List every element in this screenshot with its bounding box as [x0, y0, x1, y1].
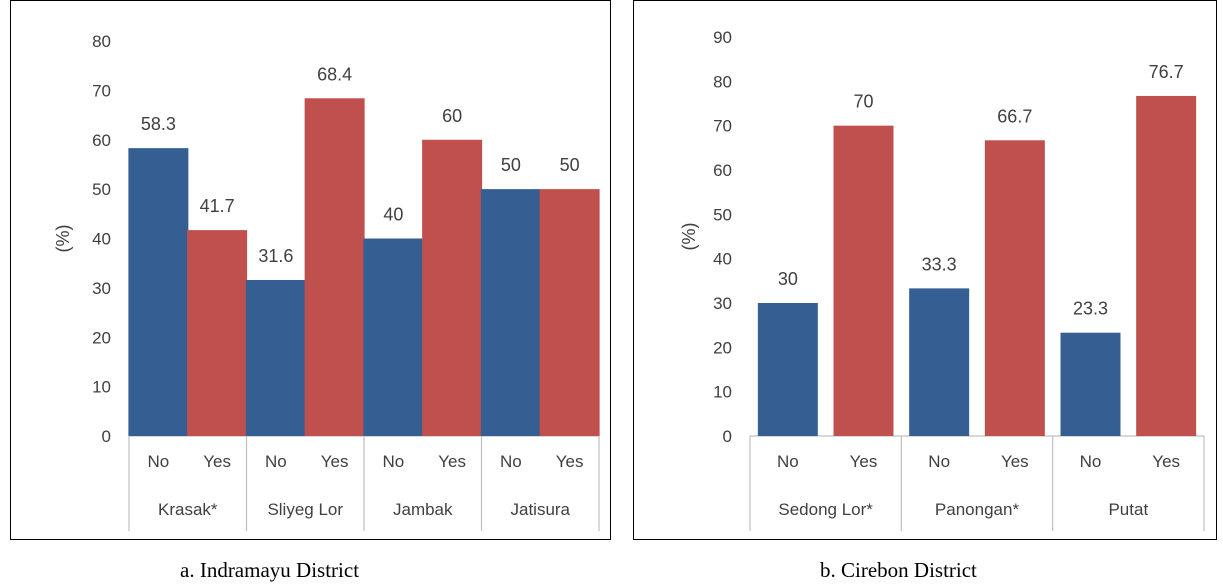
cirebon-bar-yes: [833, 125, 894, 437]
cirebon-subcategory-label: No: [777, 452, 799, 471]
indramayu-ytick-label: 10: [92, 378, 111, 397]
cirebon-data-label: 33.3: [922, 254, 957, 274]
cirebon-bar-no: [1060, 332, 1121, 436]
cirebon-group-label: Putat: [1108, 500, 1148, 519]
indramayu-ytick-label: 60: [92, 131, 111, 150]
indramayu-bar-yes: [304, 98, 365, 437]
indramayu-ytick-label: 70: [92, 81, 111, 100]
cirebon-ytick-label: 40: [713, 250, 732, 269]
indramayu-ytick-label: 30: [92, 279, 111, 298]
indramayu-data-label: 40: [383, 205, 403, 225]
cirebon-ytick-label: 80: [713, 72, 732, 91]
cirebon-subcategory-label: Yes: [850, 452, 878, 471]
indramayu-bar-no: [363, 238, 424, 436]
cirebon-data-label: 76.7: [1149, 62, 1184, 82]
indramayu-bar-no: [480, 189, 541, 436]
indramayu-bar-yes: [422, 139, 483, 436]
indramayu-ytick-label: 50: [92, 180, 111, 199]
indramayu-subcategory-label: No: [383, 452, 405, 471]
cirebon-bar-yes: [1136, 95, 1197, 437]
indramayu-data-label: 68.4: [317, 64, 352, 84]
indramayu-data-label: 41.7: [200, 196, 235, 216]
cirebon-bar-yes: [984, 140, 1045, 436]
indramayu-data-label: 60: [442, 106, 462, 126]
cirebon-data-label: 30: [778, 269, 798, 289]
indramayu-bar-yes: [187, 230, 248, 436]
cirebon-ytick-label: 90: [713, 28, 732, 47]
indramayu-subcategory-label: No: [148, 452, 170, 471]
indramayu-data-label: 50: [501, 155, 521, 175]
cirebon-ytick-label: 10: [713, 383, 732, 402]
indramayu-bar-yes: [539, 189, 600, 436]
cirebon-subcategory-label: No: [928, 452, 950, 471]
indramayu-bar-no: [245, 279, 306, 436]
indramayu-data-label: 31.6: [258, 246, 293, 266]
indramayu-ytick-label: 0: [102, 427, 111, 446]
indramayu-ytick-label: 40: [92, 230, 111, 249]
chart-indramayu: 0 10 20 30 40 50 60 70 80 (%) 58.3 No 41.7 Yes Krasak*…: [53, 32, 600, 531]
chart-cirebon: 0 10 20 30 40 50 60 70 80 90 (%) 30 No 70 Yes Sedong Lo…: [679, 28, 1205, 531]
chart-panel-cirebon: 0 10 20 30 40 50 60 70 80 90 (%) 30 No 70 Yes Sedong Lo…: [633, 0, 1217, 540]
indramayu-subcategory-label: Yes: [203, 452, 231, 471]
cirebon-y-axis-label: (%): [679, 223, 699, 251]
cirebon-data-label: 23.3: [1073, 299, 1108, 319]
indramayu-group-label: Jatisura: [510, 500, 570, 519]
caption-cirebon: b. Cirebon District: [820, 558, 977, 582]
cirebon-bar-no: [757, 303, 818, 436]
indramayu-group-label: Sliyeg Lor: [267, 500, 343, 519]
indramayu-y-axis-label: (%): [53, 225, 73, 253]
cirebon-group-label: Sedong Lor*: [778, 500, 873, 519]
chart-panel-indramayu: 0 10 20 30 40 50 60 70 80 (%) 58.3 No 41.7 Yes Krasak*…: [10, 0, 611, 540]
caption-indramayu: a. Indramayu District: [180, 558, 360, 582]
indramayu-data-label: 50: [560, 155, 580, 175]
indramayu-group-label: Krasak*: [158, 500, 218, 519]
cirebon-ytick-label: 30: [713, 294, 732, 313]
cirebon-ytick-label: 70: [713, 117, 732, 136]
cirebon-group-label: Panongan*: [935, 500, 1020, 519]
indramayu-bar-no: [128, 148, 189, 437]
indramayu-group-label: Jambak: [393, 500, 453, 519]
cirebon-data-label: 70: [853, 92, 873, 112]
cirebon-ytick-label: 50: [713, 205, 732, 224]
indramayu-data-label: 58.3: [141, 114, 176, 134]
cirebon-ytick-label: 0: [723, 427, 732, 446]
indramayu-subcategory-label: Yes: [438, 452, 466, 471]
cirebon-subcategory-label: Yes: [1152, 452, 1180, 471]
cirebon-ytick-label: 20: [713, 338, 732, 357]
indramayu-subcategory-label: Yes: [321, 452, 349, 471]
indramayu-subcategory-label: No: [265, 452, 287, 471]
indramayu-ytick-label: 80: [92, 32, 111, 51]
cirebon-subcategory-label: No: [1080, 452, 1102, 471]
indramayu-ytick-label: 20: [92, 328, 111, 347]
cirebon-ytick-label: 60: [713, 161, 732, 180]
indramayu-subcategory-label: No: [500, 452, 522, 471]
cirebon-bar-no: [909, 288, 970, 436]
indramayu-subcategory-label: Yes: [556, 452, 584, 471]
cirebon-data-label: 66.7: [997, 106, 1032, 126]
cirebon-subcategory-label: Yes: [1001, 452, 1029, 471]
